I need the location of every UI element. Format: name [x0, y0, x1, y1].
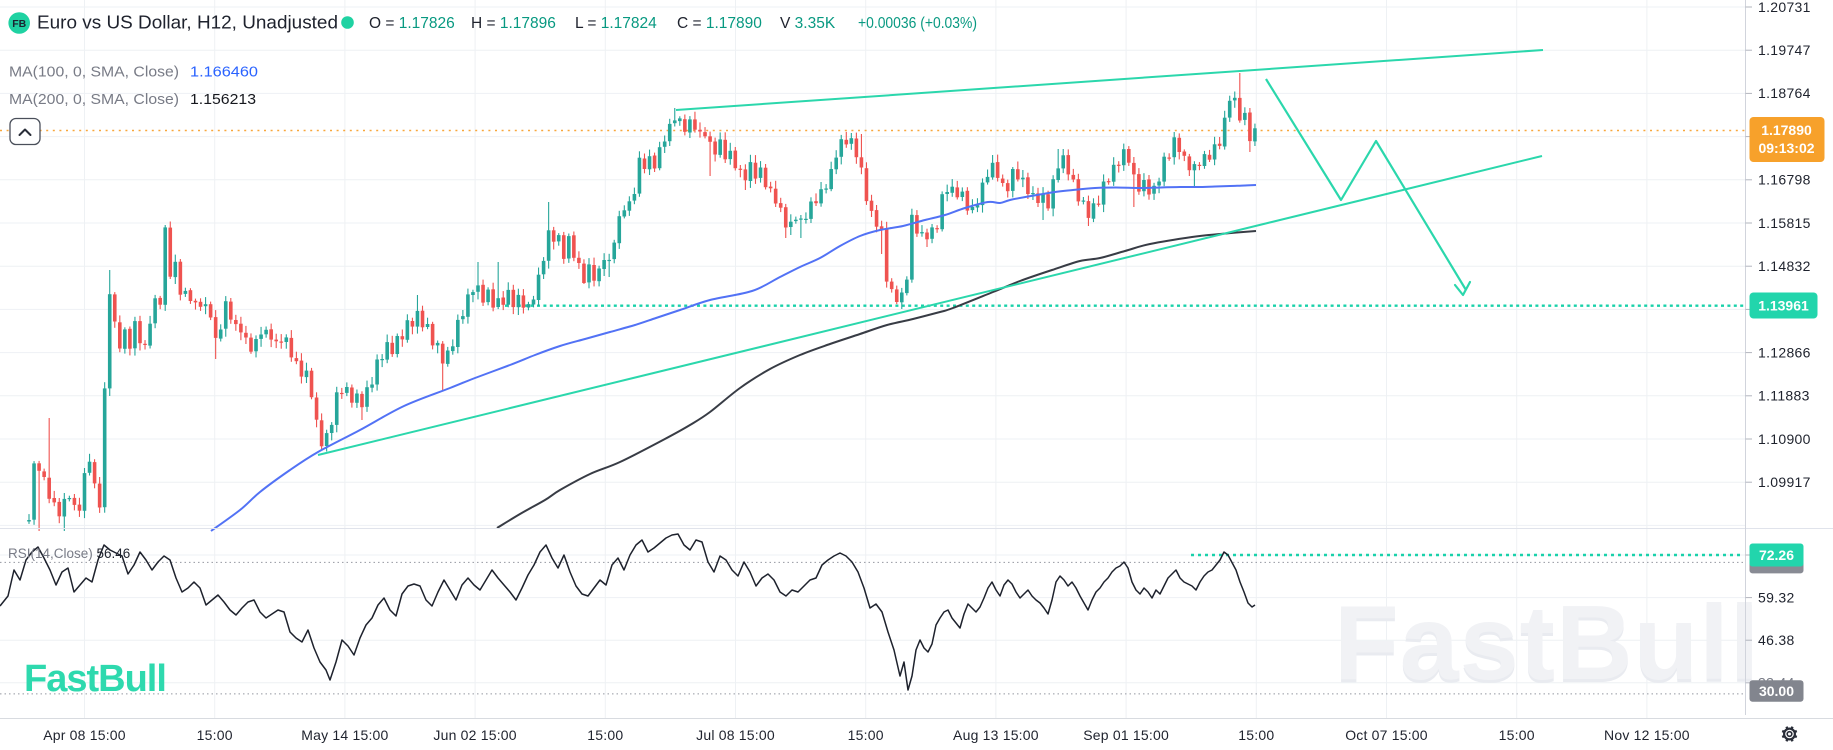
svg-text:15:00: 15:00: [1499, 727, 1535, 743]
svg-text:72.26: 72.26: [1759, 547, 1794, 563]
svg-text:15:00: 15:00: [1238, 727, 1274, 743]
svg-text:1.10900: 1.10900: [1758, 431, 1811, 447]
svg-text:15:00: 15:00: [197, 727, 233, 743]
svg-text:MA(200, 0, SMA, Close): MA(200, 0, SMA, Close): [9, 92, 179, 108]
svg-text:H = 1.17896: H = 1.17896: [471, 15, 556, 32]
svg-text:1.11883: 1.11883: [1758, 388, 1810, 404]
svg-text:MA(100, 0, SMA, Close): MA(100, 0, SMA, Close): [9, 65, 179, 81]
svg-text:Apr 08 15:00: Apr 08 15:00: [43, 727, 126, 743]
svg-text:RSI(14,Close) 56.46: RSI(14,Close) 56.46: [8, 546, 130, 561]
svg-text:09:13:02: 09:13:02: [1758, 140, 1814, 156]
svg-text:FastBull: FastBull: [24, 658, 166, 700]
svg-text:FastBull: FastBull: [1334, 584, 1760, 702]
svg-text:Euro vs US Dollar, H12, Unadju: Euro vs US Dollar, H12, Unadjusted: [37, 13, 338, 33]
svg-text:Jun 02 15:00: Jun 02 15:00: [433, 727, 516, 743]
svg-text:1.09917: 1.09917: [1758, 474, 1811, 490]
svg-text:C = 1.17890: C = 1.17890: [677, 15, 762, 32]
svg-text:15:00: 15:00: [848, 727, 884, 743]
svg-text:+0.00036 (+0.03%): +0.00036 (+0.03%): [858, 15, 977, 32]
svg-text:Sep 01 15:00: Sep 01 15:00: [1083, 727, 1169, 743]
svg-text:1.16798: 1.16798: [1758, 172, 1811, 188]
svg-text:1.20731: 1.20731: [1758, 0, 1811, 15]
svg-text:1.17890: 1.17890: [1761, 122, 1812, 138]
svg-text:30.00: 30.00: [1759, 683, 1794, 699]
svg-text:59.32: 59.32: [1758, 589, 1795, 605]
svg-text:1.156213: 1.156213: [190, 92, 256, 108]
svg-text:1.13961: 1.13961: [1758, 297, 1809, 313]
svg-text:Aug 13 15:00: Aug 13 15:00: [953, 727, 1039, 743]
svg-text:V 3.35K: V 3.35K: [780, 15, 836, 32]
svg-text:1.15815: 1.15815: [1758, 215, 1811, 231]
svg-text:FastBull: FastBull: [1334, 587, 1760, 705]
svg-text:15:00: 15:00: [587, 727, 623, 743]
svg-text:Nov 12 15:00: Nov 12 15:00: [1604, 727, 1690, 743]
svg-text:1.14832: 1.14832: [1758, 258, 1811, 274]
svg-text:1.19747: 1.19747: [1758, 42, 1811, 58]
svg-text:Oct 07 15:00: Oct 07 15:00: [1345, 727, 1428, 743]
svg-text:1.166460: 1.166460: [190, 65, 258, 81]
svg-text:O = 1.17826: O = 1.17826: [369, 15, 455, 32]
svg-text:46.38: 46.38: [1758, 632, 1795, 648]
svg-text:May 14 15:00: May 14 15:00: [301, 727, 388, 743]
svg-text:FB: FB: [12, 18, 26, 30]
svg-text:Jul 08 15:00: Jul 08 15:00: [696, 727, 775, 743]
svg-text:L = 1.17824: L = 1.17824: [575, 15, 657, 32]
svg-text:1.18764: 1.18764: [1758, 85, 1811, 101]
svg-text:1.12866: 1.12866: [1758, 344, 1811, 360]
